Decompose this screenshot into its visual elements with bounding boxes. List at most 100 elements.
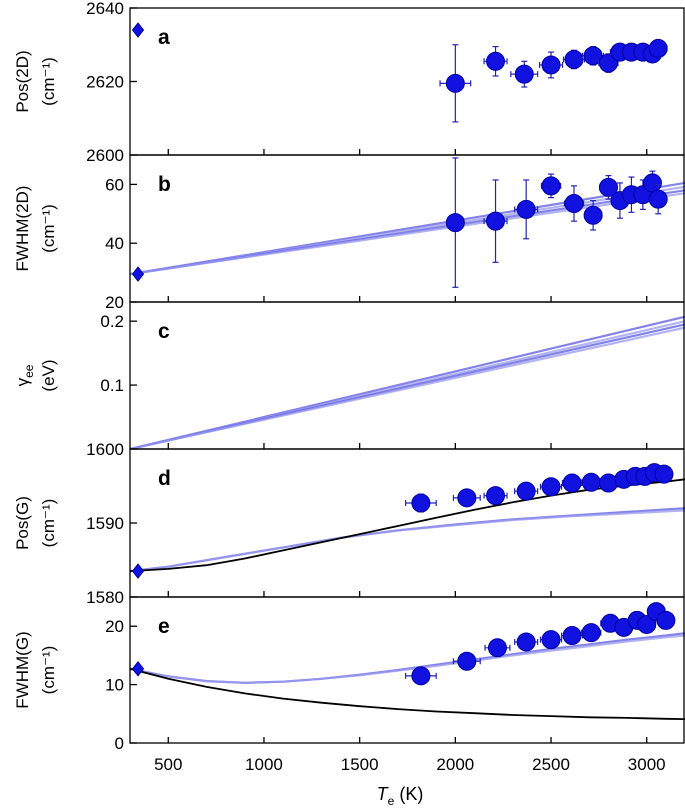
plot-area-a [439,38,668,123]
y-tick-label-c: 0.2 [100,312,124,331]
y-axis-label-c: γee (eV) [13,359,58,391]
marker-circle [411,493,431,513]
y-tick-label-d: 1580 [86,588,124,607]
panel-letter-b: b [158,173,171,196]
y-tick-label-d: 1600 [86,440,124,459]
marker-circle [562,626,582,646]
marker-circle [541,176,561,196]
x-axis: 500 1000 1500 2000 2500 3000 [154,755,666,774]
data-point [445,157,465,288]
y-tick-label-b: 40 [105,234,124,253]
data-point [562,49,586,70]
panel-frame-a [129,7,685,156]
marker-circle [564,194,584,214]
data-point [404,493,437,513]
panel-d: 1580 1590 1600 Pos(G) (cm⁻¹) d [13,440,685,607]
panel-letter-d: d [158,467,171,490]
data-point [598,53,619,73]
y-tick-label-e: 0 [115,734,124,753]
y-axis-label-line2: (cm⁻¹) [39,57,58,106]
marker-circle [581,623,601,643]
marker-circle [583,205,603,225]
plot-area-c [130,315,685,449]
y-axis-label-d: Pos(G) (cm⁻¹) [13,496,58,550]
marker-circle [445,73,465,93]
marker-circle [457,651,477,671]
y-axis-label-line2: (cm⁻¹) [39,499,58,548]
y-tick-label-e: 10 [105,676,124,695]
y-axis-label-e: FWHM(G) (cm⁻¹) [13,631,58,708]
marker-circle [598,177,618,197]
marker-circle [564,49,584,69]
reference-diamond [131,661,145,677]
data-point [648,183,668,215]
marker-circle [648,38,668,58]
reference-diamond [131,266,145,282]
data-point [581,623,602,643]
panels: 2600 2620 2640 Pos(2D) (cm⁻¹) a 20 40 60 FWHM(2D)… [13,0,685,753]
data-point [598,174,618,200]
marker-circle [445,213,465,233]
data-point [483,45,508,77]
y-tick-label-e: 20 [105,617,124,636]
data-point [510,60,539,88]
y-axis-label-b: FWHM(2D) (cm⁻¹) [13,186,58,272]
model-line [130,667,685,720]
data-point [633,179,653,210]
panel-letter-a: a [158,26,170,49]
marker-circle [514,64,534,84]
y-axis-label-line1: FWHM(2D) [13,186,32,272]
x-tick-label: 2500 [532,755,570,774]
data-point [539,630,563,650]
x-label-unit: (K) [394,784,423,804]
marker-circle [581,472,601,492]
y-tick-label-a: 2600 [86,146,124,165]
data-point [452,488,481,508]
data-point [483,486,508,506]
x-tick-label: 2000 [436,755,474,774]
data-point [484,638,511,658]
y-axis-label-sub: ee [22,364,36,378]
panel-frame-c [129,301,685,450]
data-point [648,38,668,58]
marker-circle [656,610,676,630]
plot-area-b [130,157,685,288]
marker-circle [562,473,582,493]
marker-circle [486,486,506,506]
data-point [560,626,584,646]
reference-diamond [131,22,145,38]
marker-circle [541,477,561,497]
y-tick-label-d: 1590 [86,514,124,533]
y-tick-label-b: 20 [105,293,124,312]
marker-circle [486,51,506,71]
data-point [654,464,674,484]
data-point [539,477,563,497]
fit-line [130,192,685,276]
panel-a: 2600 2620 2640 Pos(2D) (cm⁻¹) a [13,0,685,165]
panel-letter-c: c [158,320,170,343]
data-point [583,199,603,231]
data-point [561,473,583,493]
marker-circle [457,488,477,508]
data-point [514,179,539,240]
y-axis-label-line1: Pos(G) [13,496,32,550]
fit-line [130,509,685,573]
marker-circle [516,199,536,219]
y-tick-label-b: 60 [105,175,124,194]
marker-circle [583,46,603,66]
marker-circle [637,614,657,634]
data-point [598,473,618,493]
panel-frame-d [129,448,685,598]
marker-circle [516,481,536,501]
y-axis-label-line1: Pos(2D) [13,50,32,112]
x-axis-label: Te (K) [377,784,424,808]
y-tick-label-a: 2620 [86,73,124,92]
fit-line [130,507,685,573]
panel-c: 0.1 0.2 γee (eV) c [13,301,685,450]
plot-area-e [130,602,685,720]
plot-area-d [130,463,685,573]
y-tick-label-a: 2640 [86,0,124,18]
marker-circle [648,189,668,209]
marker-circle [487,638,507,658]
y-axis-label-a: Pos(2D) (cm⁻¹) [13,50,58,112]
